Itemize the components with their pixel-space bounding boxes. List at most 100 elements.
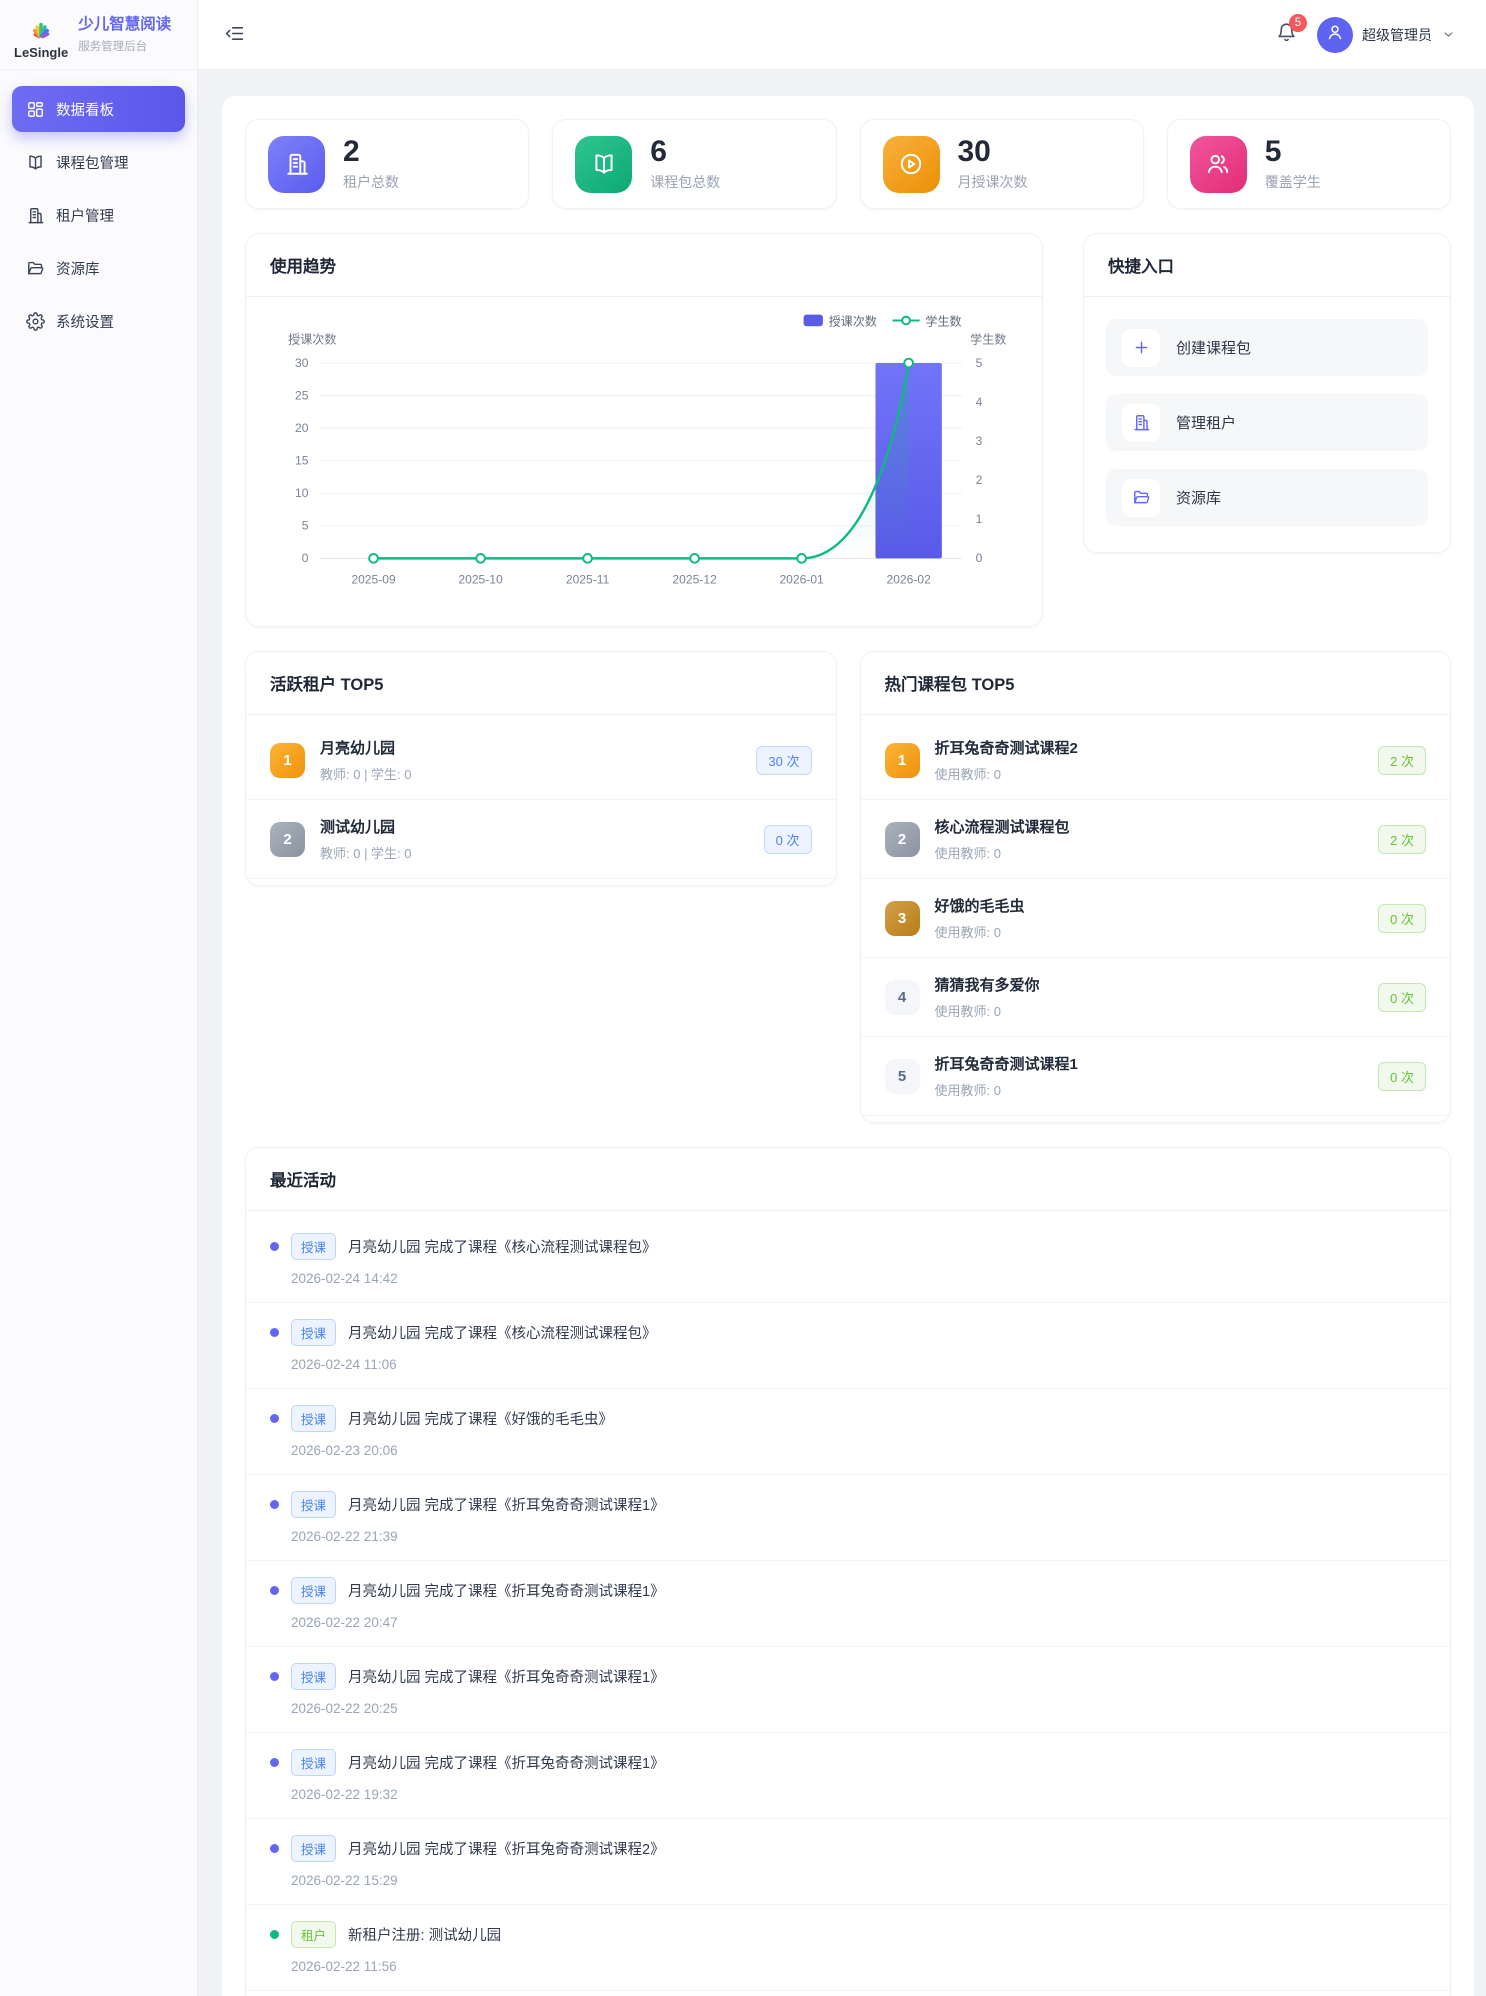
brand-title: 少儿智慧阅读 <box>78 16 172 34</box>
svg-text:授课次数: 授课次数 <box>829 313 877 328</box>
sidebar-collapse-button[interactable] <box>224 23 245 47</box>
stat-texts: 30 月授课次数 <box>958 136 1028 193</box>
course-meta: 使用教师: 0 <box>934 846 1001 862</box>
course-name: 折耳兔奇奇测试课程1 <box>934 1056 1078 1074</box>
svg-text:1: 1 <box>976 512 983 526</box>
brand-text: 少儿智慧阅读 服务管理后台 <box>78 15 171 53</box>
quick-access-label: 管理租户 <box>1176 415 1237 432</box>
activity-line: 授课 月亮幼儿园 完成了课程《好饿的毛毛虫》 <box>270 1405 1426 1433</box>
course-name: 猜猜我有多爱你 <box>934 977 1040 995</box>
activity-text: 月亮幼儿园 完成了课程《折耳兔奇奇测试课程1》 <box>348 1498 665 1515</box>
course-row: 5 折耳兔奇奇测试课程1 使用教师: 0 0 次 <box>860 1037 1450 1117</box>
user-menu[interactable]: 超级管理员 <box>1317 16 1456 53</box>
recent-activity-card: 最近活动 授课 月亮幼儿园 完成了课程《核心流程测试课程包》 2026-02-2… <box>245 1147 1451 1996</box>
user-name: 超级管理员 <box>1362 26 1432 43</box>
activity-text: 月亮幼儿园 完成了课程《核心流程测试课程包》 <box>348 1240 657 1257</box>
activity-dot <box>270 1328 279 1338</box>
top5-row: 活跃租户 TOP5 1 月亮幼儿园 教师: 0 | 学生: 0 30 次 <box>245 651 1451 1124</box>
tenant-name: 月亮幼儿园 <box>320 740 396 758</box>
activity-dot <box>270 1672 279 1682</box>
activity-item: 租户 新租户注册: 测试幼儿园 2026-02-22 11:56 <box>246 1905 1450 1992</box>
activity-time: 2026-02-24 11:06 <box>291 1357 397 1373</box>
course-info: 折耳兔奇奇测试课程1 使用教师: 0 <box>935 1053 1364 1099</box>
stat-label: 课程包总数 <box>650 174 721 191</box>
brand-logo-text: LeSingle <box>14 44 69 60</box>
content: 2 租户总数 6 课程包总数 30 <box>198 70 1486 1996</box>
stat-card: 30 月授课次数 <box>859 119 1144 209</box>
activity-text: 月亮幼儿园 完成了课程《折耳兔奇奇测试课程1》 <box>348 1670 665 1687</box>
svg-text:20: 20 <box>295 421 309 435</box>
quick-access-title: 快捷入口 <box>1084 234 1450 297</box>
svg-text:5: 5 <box>976 356 983 370</box>
svg-text:2025-11: 2025-11 <box>566 573 610 587</box>
stat-card: 6 课程包总数 <box>552 119 837 209</box>
course-row: 3 好饿的毛毛虫 使用教师: 0 0 次 <box>860 879 1450 959</box>
activity-item: 授课 月亮幼儿园 完成了课程《折耳兔奇奇测试课程1》 2026-02-22 19… <box>246 1733 1450 1820</box>
activity-type-badge: 授课 <box>291 1577 337 1605</box>
usage-count-badge: 0 次 <box>1378 1061 1426 1091</box>
rank-badge: 4 <box>884 979 920 1015</box>
recent-activity-title: 最近活动 <box>246 1148 1450 1212</box>
brand-logo-icon <box>21 11 61 45</box>
header-right: 5 超级管理员 <box>1276 13 1456 53</box>
stat-label: 覆盖学生 <box>1264 174 1321 191</box>
activity-type-badge: 授课 <box>291 1405 337 1433</box>
dashboard-container: 2 租户总数 6 课程包总数 30 <box>222 96 1474 1996</box>
activity-type-badge: 租户 <box>291 1921 337 1949</box>
activity-text: 月亮幼儿园 完成了课程《好饿的毛毛虫》 <box>348 1412 614 1429</box>
brand-subtitle: 服务管理后台 <box>78 40 148 53</box>
book-icon <box>26 153 45 172</box>
activity-item: 授课 月亮幼儿园 完成了课程《核心流程测试课程包》 2026-02-24 11:… <box>246 1303 1450 1390</box>
tenant-meta: 教师: 0 | 学生: 0 <box>320 846 412 862</box>
tenant-info: 测试幼儿园 教师: 0 | 学生: 0 <box>320 816 749 862</box>
activity-type-badge: 授课 <box>291 1835 337 1863</box>
usage-trend-title: 使用趋势 <box>246 234 1042 297</box>
usage-count-badge: 2 次 <box>1378 745 1426 775</box>
activity-line: 授课 月亮幼儿园 完成了课程《折耳兔奇奇测试课程1》 <box>270 1491 1426 1519</box>
sidebar-item-label: 系统设置 <box>56 314 114 331</box>
notifications-button[interactable]: 5 <box>1276 13 1307 48</box>
sidebar-item-label: 数据看板 <box>56 102 114 119</box>
svg-text:3: 3 <box>976 434 983 448</box>
svg-text:15: 15 <box>295 454 309 468</box>
activity-dot <box>270 1242 279 1252</box>
sidebar-item[interactable]: 资源库 <box>12 245 185 291</box>
sidebar-item[interactable]: 数据看板 <box>12 86 185 132</box>
quick-access-label: 资源库 <box>1176 490 1222 507</box>
sidebar-item[interactable]: 租户管理 <box>12 192 185 238</box>
activity-type-badge: 授课 <box>291 1663 337 1691</box>
dashboard-icon <box>26 100 45 119</box>
activity-item: 授课 月亮幼儿园 完成了课程《折耳兔奇奇测试课程1》 2026-02-22 20… <box>246 1561 1450 1648</box>
activity-type-badge: 授课 <box>291 1491 337 1519</box>
svg-text:30: 30 <box>295 356 309 370</box>
svg-text:2026-02: 2026-02 <box>886 573 931 587</box>
quick-access-button[interactable]: 管理租户 <box>1106 394 1428 451</box>
sidebar-item[interactable]: 课程包管理 <box>12 139 185 185</box>
bell-icon <box>1276 22 1297 48</box>
activity-item: 授课 月亮幼儿园 完成了课程《折耳兔奇奇测试课程1》 2026-02-22 20… <box>246 1647 1450 1734</box>
usage-trend-card: 使用趋势 0 5 10 15 20 25 30 0 1 2 3 4 5 授课次数 学生数 2025-09 202… <box>245 233 1043 628</box>
svg-text:0: 0 <box>976 551 983 565</box>
recent-activity-list: 授课 月亮幼儿园 完成了课程《核心流程测试课程包》 2026-02-24 14:… <box>246 1211 1450 1996</box>
activity-time: 2026-02-22 20:25 <box>291 1701 398 1717</box>
fold-icon <box>224 23 245 47</box>
course-name: 折耳兔奇奇测试课程2 <box>934 740 1078 758</box>
folder-icon <box>1122 478 1160 517</box>
course-row: 4 猜猜我有多爱你 使用教师: 0 0 次 <box>860 958 1450 1038</box>
activity-time: 2026-02-22 15:29 <box>291 1873 398 1889</box>
sidebar-item[interactable]: 系统设置 <box>12 298 185 344</box>
quick-access-button[interactable]: 资源库 <box>1106 469 1428 526</box>
quick-access-button[interactable]: 创建课程包 <box>1106 319 1428 376</box>
stat-value: 30 <box>957 134 991 168</box>
mid-row: 使用趋势 0 5 10 15 20 25 30 0 1 2 3 4 5 授课次数 学生数 2025-09 202… <box>245 233 1451 628</box>
svg-text:25: 25 <box>295 388 309 402</box>
gear-icon <box>26 311 45 331</box>
stat-card: 2 租户总数 <box>245 119 530 209</box>
user-icon <box>1325 22 1345 47</box>
notification-badge: 5 <box>1289 13 1307 32</box>
play-icon <box>882 135 940 193</box>
stat-value: 6 <box>650 134 667 168</box>
usage-count-badge: 2 次 <box>1378 824 1426 854</box>
chevron-down-icon <box>1441 27 1456 42</box>
